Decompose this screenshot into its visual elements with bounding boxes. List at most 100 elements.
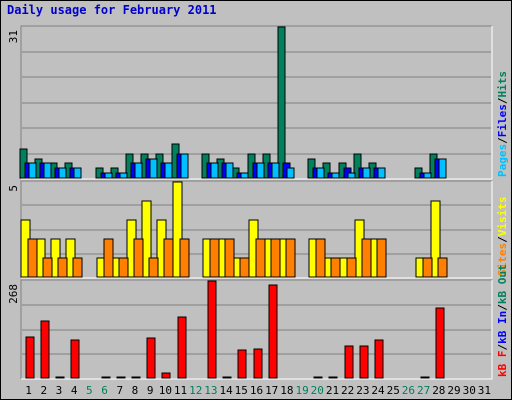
bar-kb-f-day-11 [177,316,187,379]
legend-entry: / [496,137,509,144]
bar-kb-f-day-17 [268,284,278,379]
x-tick-label-day-28: 28 [432,384,445,397]
x-tick-label-day-13: 13 [204,384,217,397]
bar-kb-f-day-13 [207,280,217,379]
bar-sites-day-1 [27,238,38,278]
bar-pages-day-22 [347,172,356,179]
bar-pages-day-10 [164,162,173,179]
bar-pages-day-4 [73,167,82,179]
x-tick-label-day-19: 19 [295,384,308,397]
bar-pages-day-17 [271,162,280,179]
x-tick-label-day-7: 7 [116,384,123,397]
x-tick-label-day-25: 25 [387,384,400,397]
bar-kb-f-day-3 [55,376,65,379]
bar-sites-day-16 [255,238,266,278]
x-tick-label-day-27: 27 [417,384,430,397]
bar-pages-day-1 [28,162,37,179]
x-tick-label-day-16: 16 [250,384,263,397]
bar-kb-f-day-2 [40,320,50,379]
x-tick-label-day-4: 4 [71,384,78,397]
bar-visits-day-28 [430,200,441,278]
bar-pages-day-21 [331,172,340,179]
x-tick-label-day-23: 23 [356,384,369,397]
chart-title: Daily usage for February 2011 [7,3,217,17]
x-tick-label-day-9: 9 [147,384,154,397]
legend-visits-sites: Sites/Visits [496,197,509,277]
x-tick-label-day-24: 24 [371,384,385,397]
x-tick-label-day-30: 30 [463,384,476,397]
bar-kb-f-day-10 [161,372,171,379]
bar-kb-f-day-14 [222,376,232,379]
legend-entry: Hits [496,71,509,98]
bar-pages-day-24 [377,167,386,179]
bar-sites-day-14 [224,238,235,278]
bar-kb-f-day-8 [131,376,141,379]
x-tick-label-day-21: 21 [326,384,339,397]
x-tick-label-day-15: 15 [235,384,248,397]
bar-kb-f-day-16 [253,348,263,379]
bar-sites-day-11 [179,238,190,278]
bar-kb-f-day-21 [328,376,338,379]
legend-entry: kB Out [496,264,509,304]
x-tick-label-day-22: 22 [341,384,354,397]
y-max-label: 5 [7,185,20,192]
bar-pages-day-7 [119,172,128,179]
legend-entry: kB In [496,311,509,344]
bar-pages-day-28 [438,158,447,179]
bar-sites-day-2 [42,257,53,278]
bar-pages-day-15 [240,172,249,179]
bar-kb-f-day-15 [237,349,247,379]
bar-sites-day-9 [148,257,159,278]
x-tick-label-day-18: 18 [280,384,293,397]
bar-kb-f-day-9 [146,337,156,379]
legend-entry: / [496,344,509,351]
bar-pages-day-2 [43,162,52,179]
legend-entry: Sites [496,243,509,276]
bar-sites-day-7 [118,257,129,278]
bar-pages-day-6 [104,172,113,179]
x-tick-label-day-20: 20 [311,384,324,397]
bar-sites-day-10 [163,238,174,278]
x-tick-label-day-6: 6 [101,384,108,397]
bar-sites-day-23 [361,238,372,278]
y-max-label: 31 [7,30,20,43]
legend-entry: kB F [496,351,509,378]
bar-pages-day-3 [58,167,67,179]
bar-sites-day-18 [285,238,296,278]
bar-sites-day-4 [72,257,83,278]
x-tick-label-day-12: 12 [189,384,202,397]
legend-entry: Visits [496,197,509,237]
x-tick-label-day-5: 5 [86,384,93,397]
bar-kb-f-day-27 [420,376,430,379]
legend-entry: / [496,236,509,243]
bar-pages-day-20 [316,167,325,179]
bar-pages-day-13 [210,162,219,179]
bar-kb-f-day-4 [70,339,80,379]
x-tick-label-day-10: 10 [159,384,172,397]
legend-entry: Files [496,104,509,137]
bar-pages-day-8 [134,162,143,179]
bar-kb-f-day-1 [25,336,35,379]
bar-kb-f-day-7 [116,376,126,379]
x-tick-label-day-29: 29 [447,384,460,397]
bar-sites-day-24 [376,238,387,278]
bar-visits-day-11 [172,181,183,278]
legend-hits-files-pages: Pages/Files/Hits [496,71,509,177]
bar-kb-f-day-6 [101,376,111,379]
bar-sites-day-6 [103,238,114,278]
x-tick-label-day-26: 26 [402,384,415,397]
bar-pages-day-11 [180,153,189,179]
bar-pages-day-9 [149,158,158,179]
bar-sites-day-20 [315,238,326,278]
bar-sites-day-3 [57,257,68,278]
legend-entry: / [496,304,509,311]
bar-sites-day-13 [209,238,220,278]
legend-entry: / [496,97,509,104]
bar-sites-day-22 [346,257,357,278]
x-tick-label-day-3: 3 [56,384,63,397]
bar-sites-day-15 [239,257,250,278]
legend-entry: Pages [496,144,509,177]
x-tick-label-day-2: 2 [40,384,47,397]
